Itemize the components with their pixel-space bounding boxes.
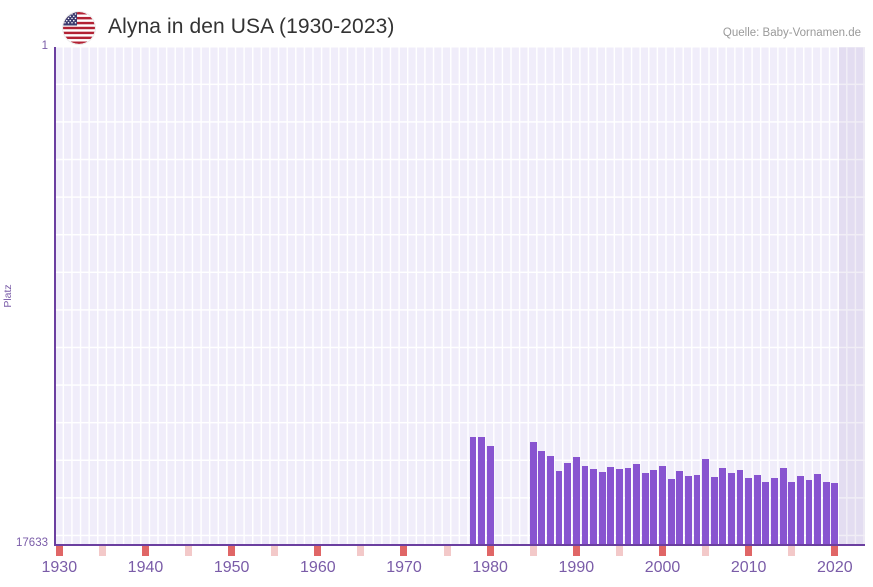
bar-1978: [469, 437, 477, 545]
x-tick-label-1980: 1980: [472, 559, 508, 576]
x-tick-1985: [529, 546, 537, 556]
source-attribution: Quelle: Baby-Vornamen.de: [722, 27, 861, 39]
x-tick-label-2000: 2000: [644, 559, 681, 576]
x-tick-2010: [745, 546, 753, 556]
bar-1997: [633, 463, 641, 545]
chart-header: Alyna in den USA (1930-2023) Quelle: Bab…: [0, 0, 873, 47]
bar-2011: [753, 474, 761, 545]
bar-1979: [478, 437, 485, 545]
bar-2003: [684, 476, 692, 545]
bar-2006: [710, 477, 718, 545]
bar-2019: [822, 482, 830, 545]
x-tick-label-1990: 1990: [558, 559, 595, 576]
bar-1989: [564, 463, 572, 545]
x-tick-1995: [615, 546, 623, 556]
y-axis-line: [54, 47, 56, 546]
x-tick-1980: [486, 546, 494, 556]
x-tick-2000: [659, 546, 666, 556]
x-tick-label-1950: 1950: [213, 559, 250, 576]
bar-2013: [771, 477, 778, 545]
bar-1985: [529, 442, 537, 545]
x-tick-1945: [185, 546, 193, 556]
x-tick-1960: [314, 546, 322, 556]
x-tick-label-2010: 2010: [730, 559, 767, 576]
bar-2004: [693, 475, 701, 545]
x-axis-line: [55, 544, 865, 546]
x-tick-1950: [228, 546, 236, 556]
bar-2017: [805, 480, 813, 545]
x-tick-1965: [357, 546, 365, 556]
bar-1996: [624, 467, 632, 545]
plot-area: [55, 47, 865, 545]
x-tick-label-1940: 1940: [127, 559, 164, 576]
x-tick-1935: [98, 546, 106, 556]
bar-2010: [745, 478, 753, 545]
bar-1987: [547, 455, 554, 545]
x-tick-label-1960: 1960: [300, 559, 336, 576]
bar-1980: [486, 445, 494, 545]
bar-2009: [736, 470, 744, 545]
x-tick-1955: [271, 546, 279, 556]
bar-2001: [667, 478, 675, 545]
bar-1995: [616, 468, 623, 545]
bar-2015: [788, 481, 796, 545]
bar-2020: [831, 482, 839, 545]
bar-1986: [538, 451, 546, 545]
x-tick-2015: [788, 546, 796, 556]
x-tick-label-2020: 2020: [817, 559, 853, 576]
y-axis-label-top: 1: [41, 40, 48, 52]
bar-2012: [762, 481, 770, 545]
bar-2014: [779, 467, 787, 545]
bar-1994: [607, 466, 615, 545]
bar-1991: [581, 466, 589, 545]
bar-2000: [659, 466, 666, 545]
chart-title: Alyna in den USA (1930-2023): [108, 15, 395, 38]
x-tick-1970: [400, 546, 408, 556]
x-tick-1990: [572, 546, 580, 556]
x-tick-label-1970: 1970: [386, 559, 422, 576]
bar-1988: [555, 470, 563, 545]
bar-2008: [728, 473, 735, 545]
x-tick-2020: [831, 546, 839, 556]
bar-2005: [702, 458, 709, 545]
bar-series: [55, 47, 865, 545]
bar-1998: [641, 473, 649, 545]
bar-1990: [572, 456, 580, 545]
bar-2002: [676, 471, 684, 545]
x-tick-1975: [443, 546, 451, 556]
y-axis-label-bottom: 17633: [16, 537, 48, 549]
bar-1999: [650, 470, 658, 545]
x-tick-1930: [55, 546, 63, 556]
us-flag-icon: [63, 12, 95, 44]
y-axis-title: Platz: [2, 284, 14, 308]
bar-1992: [590, 469, 597, 545]
bar-2018: [814, 474, 821, 545]
x-tick-1940: [141, 546, 149, 556]
x-tick-label-1930: 1930: [41, 559, 78, 576]
bar-1993: [598, 472, 606, 545]
bar-2016: [796, 476, 804, 545]
x-tick-2005: [702, 546, 710, 556]
bar-2007: [719, 467, 727, 545]
